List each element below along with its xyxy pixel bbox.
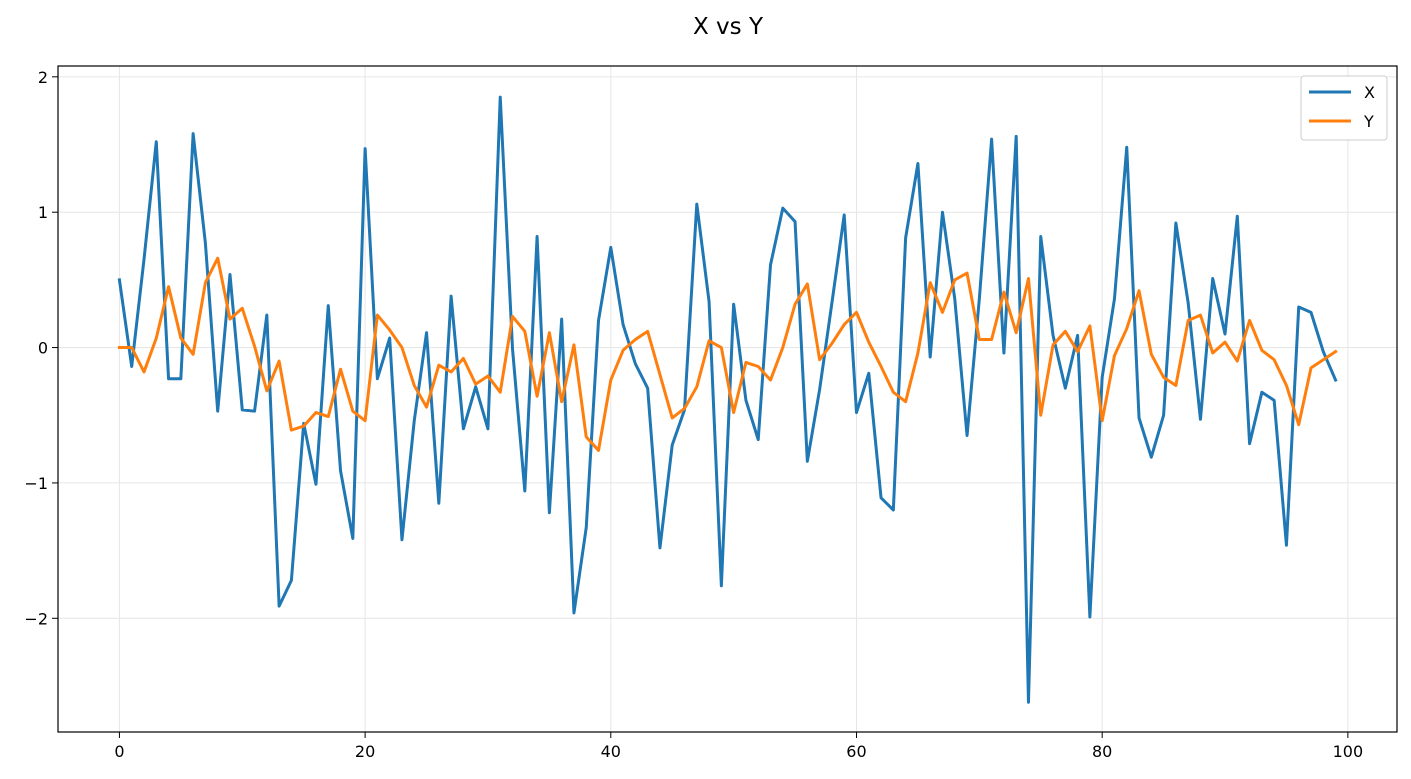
x-tick-label: 0 bbox=[114, 742, 124, 761]
x-tick-label: 100 bbox=[1333, 742, 1364, 761]
legend-label-x: X bbox=[1364, 83, 1375, 102]
y-tick-label: 1 bbox=[38, 203, 48, 222]
ticks: 0 20 40 60 80 100 −2 −1 0 1 2 bbox=[24, 68, 1363, 761]
chart-title: X vs Y bbox=[693, 14, 764, 40]
legend: X Y bbox=[1300, 75, 1388, 141]
series-layer bbox=[117, 95, 1338, 704]
y-tick-label: −1 bbox=[24, 474, 48, 493]
y-tick-label: −2 bbox=[24, 609, 48, 628]
y-tick-label: 2 bbox=[38, 68, 48, 87]
series-line-y bbox=[117, 256, 1338, 452]
y-tick-label: 0 bbox=[38, 339, 48, 358]
grid bbox=[58, 66, 1397, 732]
series-line-x bbox=[117, 95, 1338, 704]
x-tick-label: 60 bbox=[846, 742, 866, 761]
x-tick-label: 20 bbox=[355, 742, 375, 761]
x-tick-label: 40 bbox=[601, 742, 621, 761]
x-tick-label: 80 bbox=[1092, 742, 1112, 761]
plot-frame bbox=[57, 65, 1398, 733]
legend-label-y: Y bbox=[1363, 112, 1374, 131]
